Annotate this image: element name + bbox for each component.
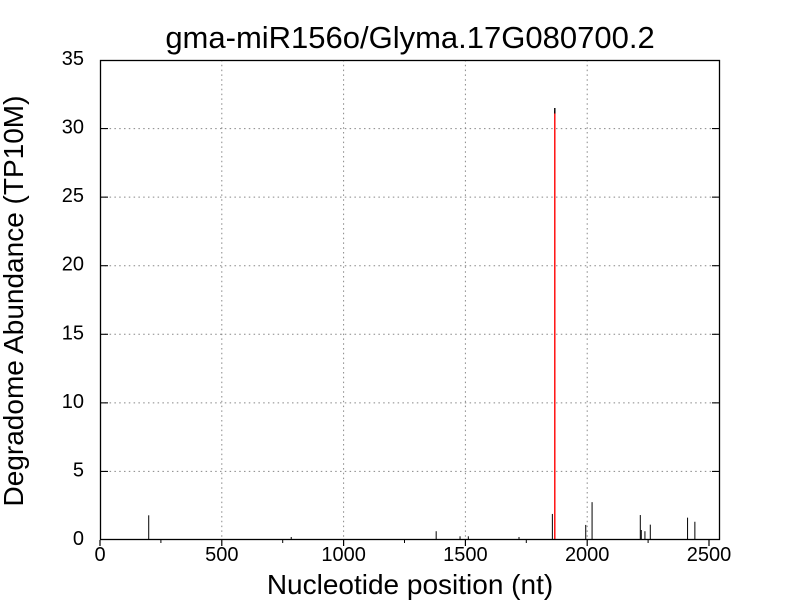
svg-text:15: 15: [62, 322, 84, 344]
svg-text:Nucleotide position (nt): Nucleotide position (nt): [267, 569, 553, 600]
svg-text:30: 30: [62, 117, 84, 139]
svg-text:1000: 1000: [321, 544, 366, 566]
svg-text:10: 10: [62, 391, 84, 413]
svg-text:0: 0: [94, 544, 105, 566]
svg-text:2000: 2000: [565, 544, 610, 566]
svg-text:Degradome Abundance (TP10M): Degradome Abundance (TP10M): [0, 96, 29, 507]
svg-text:1500: 1500: [443, 544, 488, 566]
svg-text:20: 20: [62, 254, 84, 276]
svg-text:gma-miR156o/Glyma.17G080700.2: gma-miR156o/Glyma.17G080700.2: [165, 20, 654, 55]
svg-text:500: 500: [205, 544, 238, 566]
svg-text:25: 25: [62, 185, 84, 207]
svg-text:35: 35: [62, 48, 84, 70]
svg-text:0: 0: [73, 528, 84, 550]
svg-text:2500: 2500: [687, 544, 732, 566]
svg-text:5: 5: [73, 459, 84, 481]
